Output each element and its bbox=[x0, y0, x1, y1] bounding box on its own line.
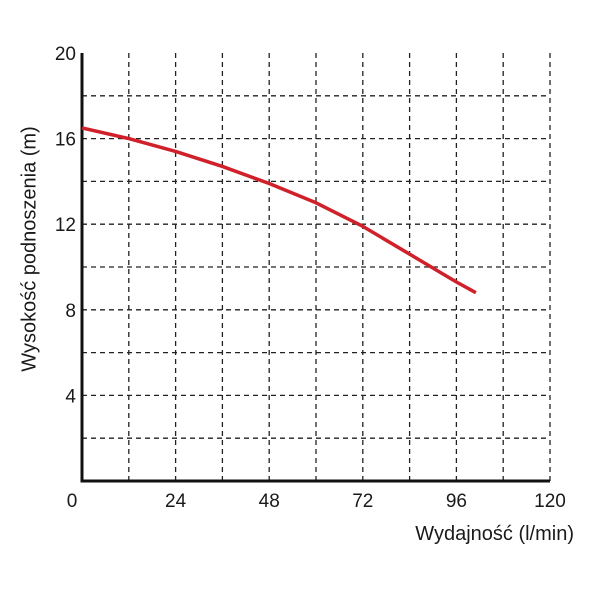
axes bbox=[80, 53, 550, 483]
y-tick-label: 16 bbox=[55, 130, 76, 151]
y-tick-label: 8 bbox=[65, 301, 76, 322]
y-tick-label: 4 bbox=[65, 386, 76, 407]
x-tick-label: 48 bbox=[259, 491, 280, 512]
x-tick-label: 24 bbox=[165, 491, 187, 512]
series-line-0 bbox=[81, 126, 477, 295]
y-tick-label: 20 bbox=[55, 44, 76, 65]
y-tick-label: 12 bbox=[55, 215, 76, 236]
x-tick-label: 120 bbox=[534, 491, 566, 512]
grid bbox=[82, 53, 551, 481]
series-layer bbox=[81, 126, 477, 295]
x-tick-label: 96 bbox=[446, 491, 467, 512]
y-axis-title: Wysokość podnoszenia (m) bbox=[18, 126, 40, 371]
x-axis-title: Wydajność (l/min) bbox=[415, 523, 574, 545]
x-tick-label: 72 bbox=[352, 491, 373, 512]
x-tick-label: 0 bbox=[67, 491, 78, 512]
